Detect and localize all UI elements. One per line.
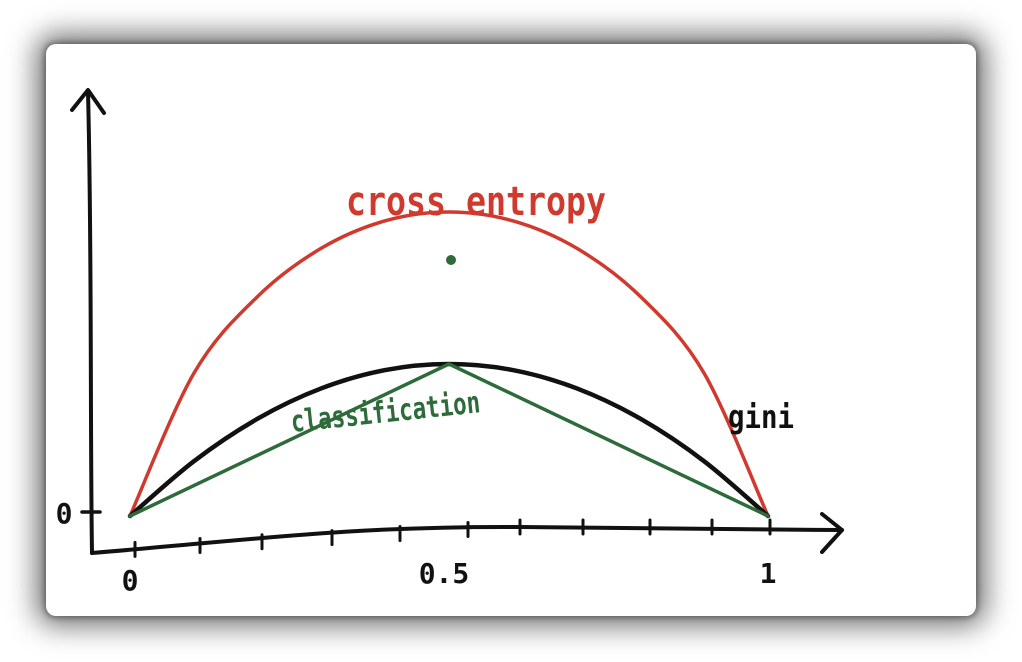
series-line-gini [127, 361, 771, 519]
x-tick-label-0: 0 [122, 564, 139, 597]
series-line-cross-entropy [128, 210, 770, 518]
series-layer [127, 210, 771, 519]
x-axis-arrowhead [820, 512, 844, 554]
y-axis [86, 90, 94, 555]
peak-marker [446, 255, 456, 265]
label-cross: cross entropy [346, 179, 606, 225]
image-card [46, 44, 976, 616]
x-axis [90, 524, 844, 555]
label-gini: gini [728, 398, 794, 436]
x-tick-label-1: 1 [760, 557, 777, 590]
y-axis-arrowhead [70, 88, 106, 115]
series-line-classification [128, 362, 770, 518]
y-tick-label-0: 0 [56, 497, 73, 530]
x-tick-label-0.5: 0.5 [419, 557, 470, 590]
x-tick-marks [133, 518, 772, 558]
